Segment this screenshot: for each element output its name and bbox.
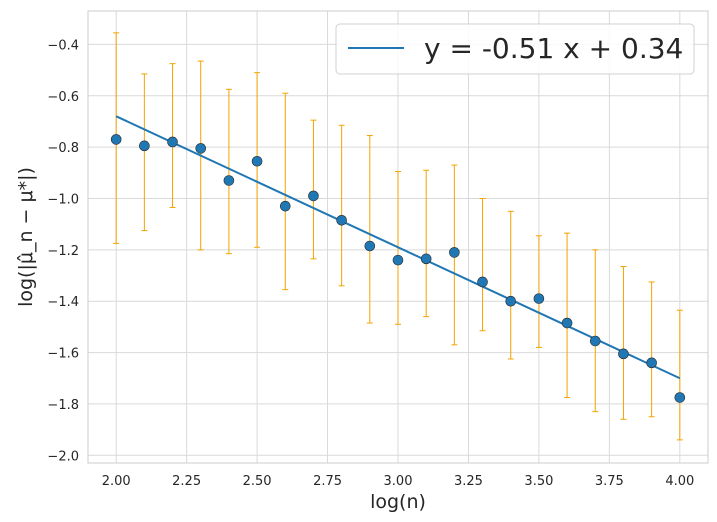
x-tick-label: 2.75 xyxy=(313,474,342,489)
data-point xyxy=(449,247,460,258)
y-tick-label: −1.0 xyxy=(47,192,79,207)
error-bar xyxy=(535,235,542,348)
y-tick-label: −1.8 xyxy=(47,398,79,413)
error-bar xyxy=(169,63,176,208)
error-bar xyxy=(282,92,289,291)
data-point xyxy=(392,254,404,266)
tick-labels: 2.00 2.25 2.50 2.75 3.00 3.25 3.50 3.75 4.00 −2.0… xyxy=(47,38,694,489)
data-point xyxy=(674,392,686,403)
y-tick-label: −0.6 xyxy=(47,90,79,105)
error-bar xyxy=(141,73,148,232)
data-point xyxy=(139,140,150,152)
fit-line xyxy=(115,115,681,380)
data-point xyxy=(195,143,207,154)
error-bar xyxy=(564,232,571,399)
error-bar xyxy=(366,135,373,324)
y-axis-title: log(|μ̂_n − μ*|) xyxy=(15,167,37,307)
x-tick-label: 4.00 xyxy=(665,474,694,489)
data-point xyxy=(223,175,235,186)
data-point xyxy=(279,200,291,212)
x-tick-label: 3.25 xyxy=(454,474,483,489)
error-bar xyxy=(620,266,627,420)
data-point xyxy=(251,155,263,167)
fit-line-group xyxy=(115,115,681,380)
data-point xyxy=(308,190,319,202)
error-bar xyxy=(225,88,232,255)
error-bar xyxy=(592,249,599,413)
legend-box xyxy=(335,23,695,75)
data-point xyxy=(646,357,657,369)
y-tick-label: −0.8 xyxy=(47,141,79,156)
error-bar xyxy=(676,309,683,441)
data-point xyxy=(505,295,517,307)
plot-border xyxy=(87,10,709,464)
error-bar xyxy=(507,210,514,360)
x-tick-label: 2.50 xyxy=(243,474,272,489)
x-tick-label: 3.00 xyxy=(384,474,413,489)
y-tick-label: −2.0 xyxy=(47,449,79,464)
y-tick-label: −1.2 xyxy=(47,244,79,259)
legend-label: y = -0.51 x + 0.34 xyxy=(424,32,683,65)
data-points xyxy=(110,134,686,403)
data-point xyxy=(533,293,545,304)
data-point xyxy=(618,348,629,360)
data-point xyxy=(364,240,376,252)
legend: y = -0.51 x + 0.34 xyxy=(335,23,695,75)
data-point xyxy=(420,253,432,265)
x-tick-label: 2.25 xyxy=(172,474,201,489)
y-tick-label: −1.6 xyxy=(47,347,79,362)
error-bar xyxy=(338,124,345,287)
data-point xyxy=(167,136,178,148)
x-tick-label: 3.75 xyxy=(595,474,624,489)
x-tick-label: 3.50 xyxy=(524,474,553,489)
plot-frame xyxy=(87,10,709,464)
x-tick-label: 2.00 xyxy=(102,474,131,489)
y-tick-label: −0.4 xyxy=(47,38,79,53)
error-bar xyxy=(479,197,486,332)
data-point xyxy=(561,317,573,329)
error-bar xyxy=(648,281,655,418)
data-point xyxy=(336,215,347,226)
y-tick-label: −1.4 xyxy=(47,295,79,310)
data-point xyxy=(589,335,601,347)
x-axis-title: log(n) xyxy=(370,491,426,513)
error-bar xyxy=(423,169,430,318)
data-point xyxy=(110,134,122,145)
error-bar xyxy=(310,119,317,260)
data-point xyxy=(477,276,488,288)
